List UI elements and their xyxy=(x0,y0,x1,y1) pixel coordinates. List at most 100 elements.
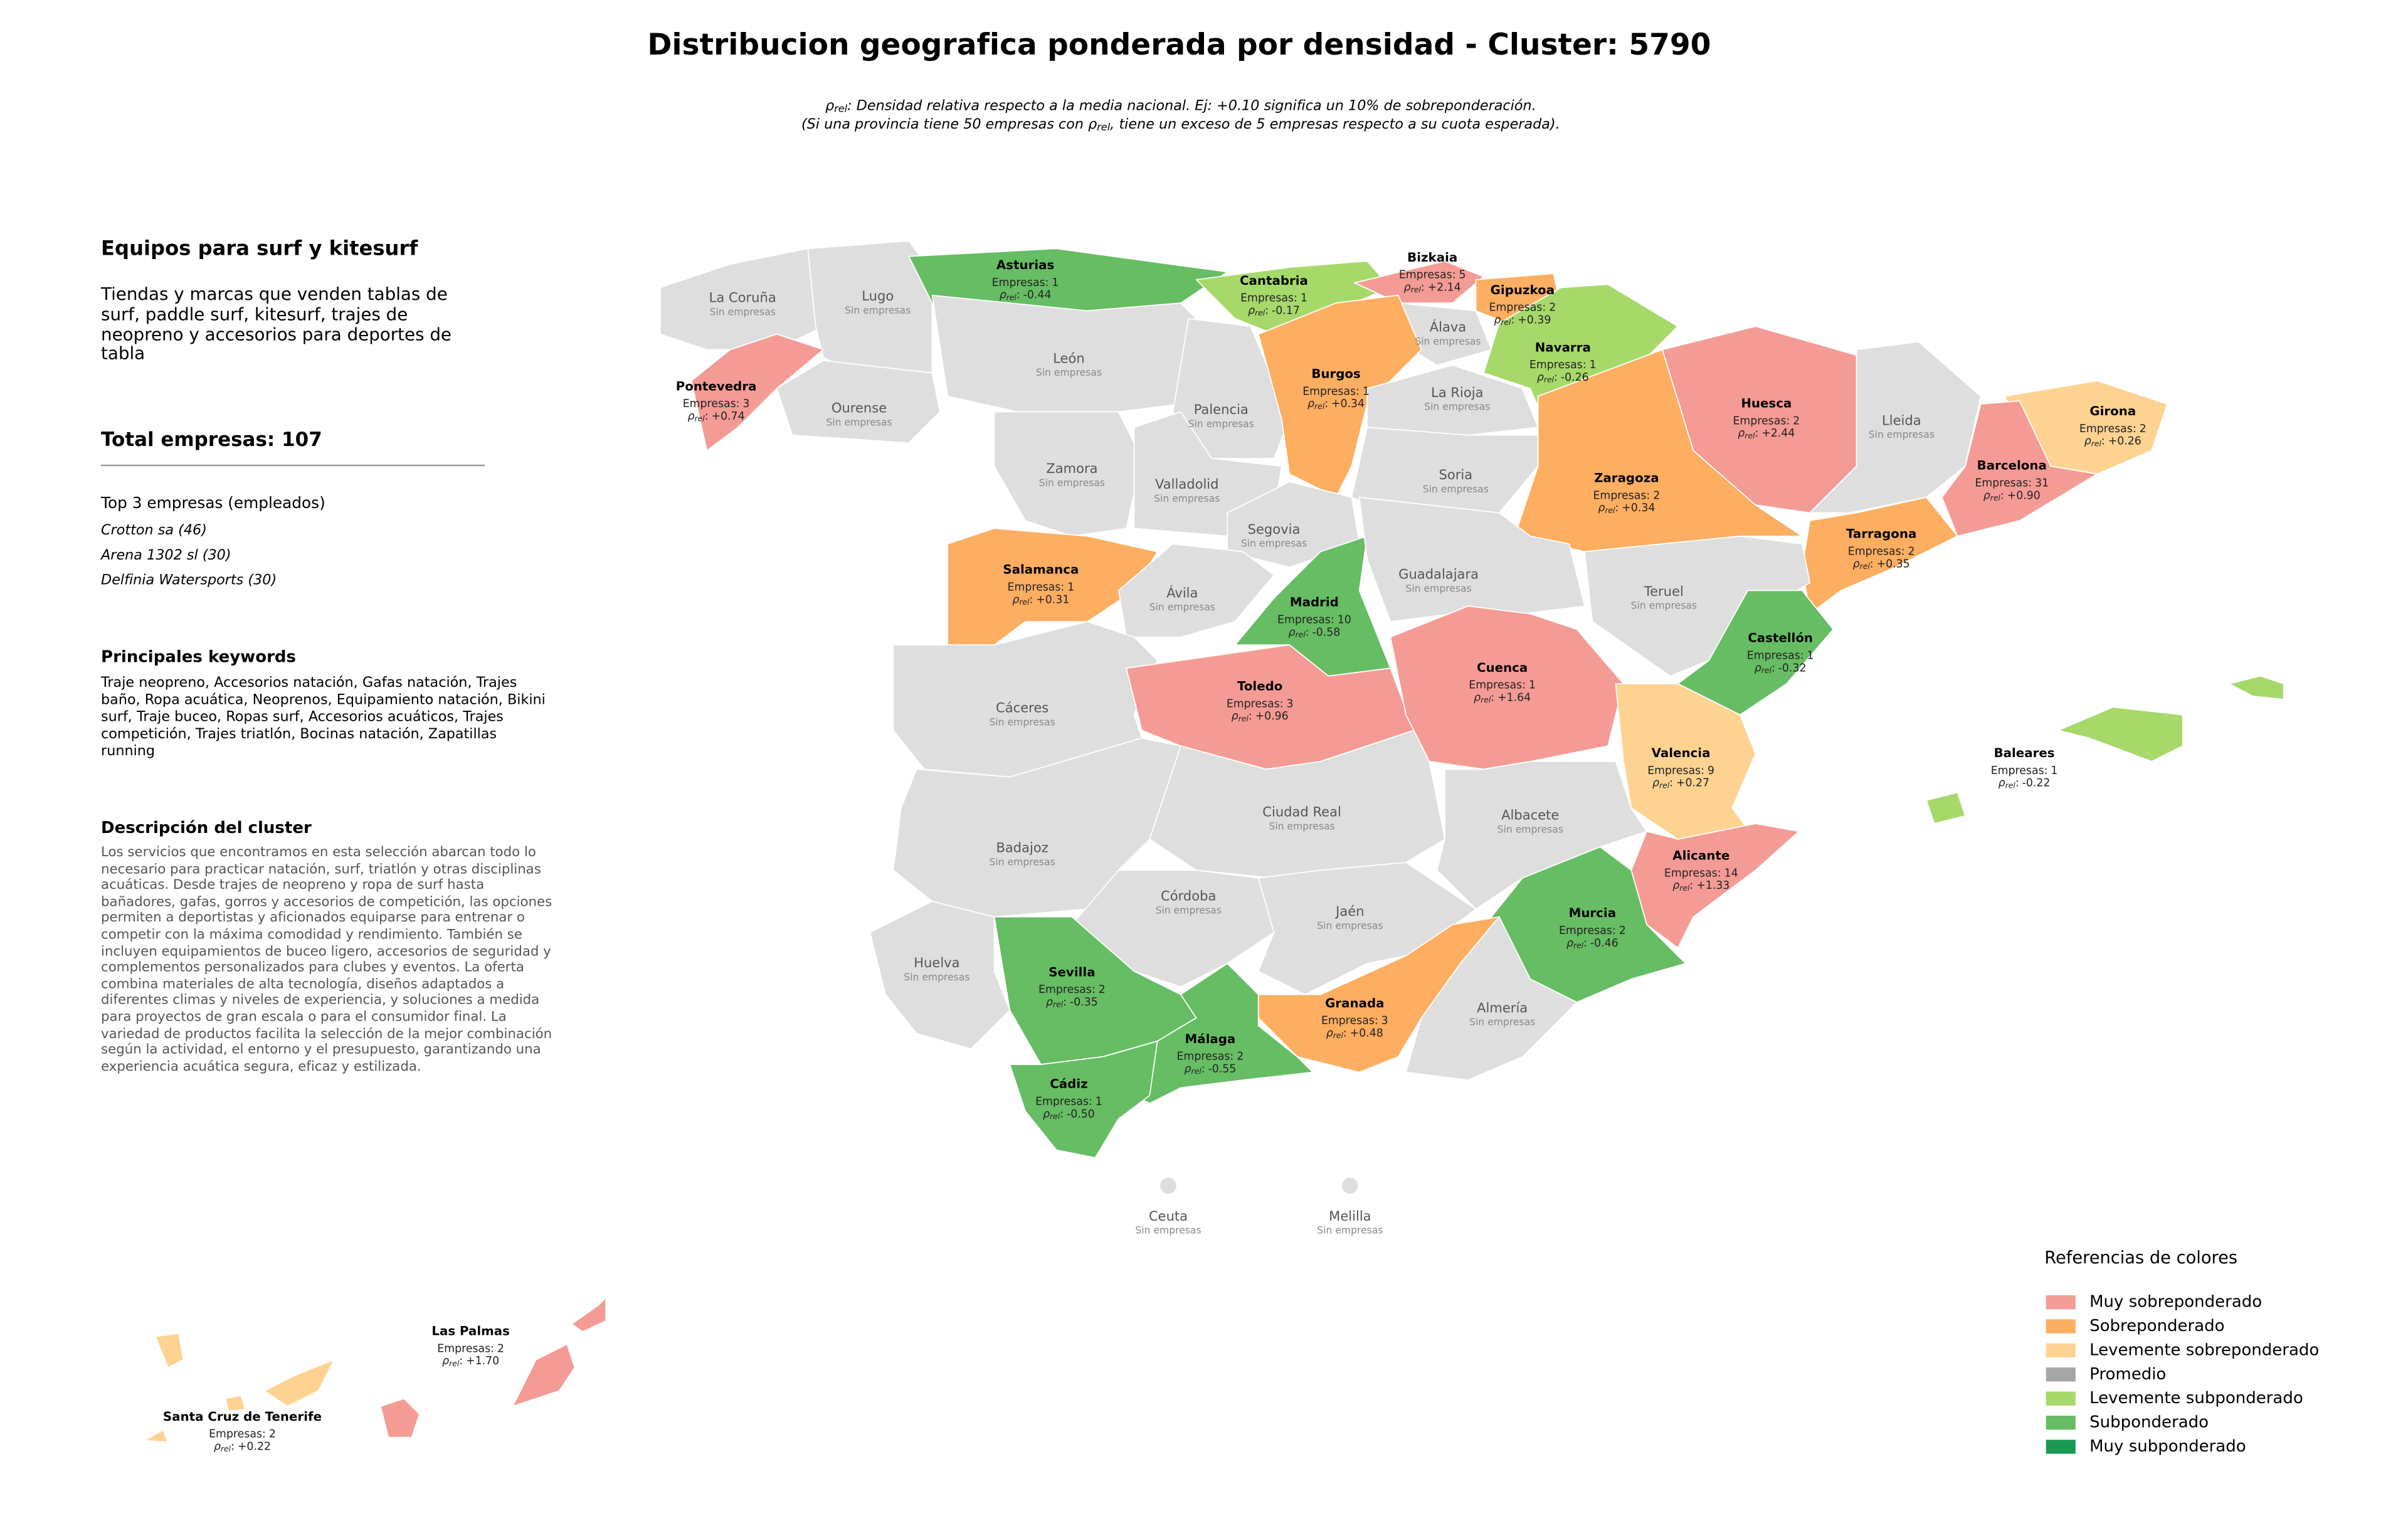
province-name: Sevilla xyxy=(1048,965,1095,979)
province-empty: Sin empresas xyxy=(990,717,1055,728)
panel-title: Equipos para surf y kitesurf xyxy=(101,238,418,262)
rho-sep: : xyxy=(1306,626,1309,639)
count-label: Empresas: xyxy=(1848,545,1905,558)
province-count: Empresas: 2 xyxy=(1593,489,1660,502)
province-name: Bizkaia xyxy=(1407,250,1457,265)
legend-label: Levemente sobreponderado xyxy=(2089,1340,2319,1359)
province-name: Guadalajara xyxy=(1398,566,1479,582)
province-name: Castellón xyxy=(1748,631,1813,645)
count-value: 1 xyxy=(1807,649,1814,662)
province-name: Ceuta xyxy=(1149,1208,1188,1224)
province-shape xyxy=(379,1398,420,1438)
province-name: Zamora xyxy=(1046,460,1097,476)
province-name: Málaga xyxy=(1185,1032,1236,1046)
province-name: Tarragona xyxy=(1846,527,1916,541)
province-rho: ρrel: -0.46 xyxy=(1566,937,1619,950)
province-empty: Sin empresas xyxy=(990,856,1055,867)
count-value: 2 xyxy=(2140,423,2147,435)
rho-value: -0.26 xyxy=(1561,371,1589,384)
count-value: 3 xyxy=(1381,1015,1388,1027)
subtitle-part: , tiene un exceso de 5 empresas respecto… xyxy=(1110,116,1560,132)
count-label: Empresas: xyxy=(1177,1051,1234,1063)
count-label: Empresas: xyxy=(1035,1095,1092,1108)
province-count: Empresas: 9 xyxy=(1647,765,1714,777)
province-name: Badajoz xyxy=(996,840,1048,856)
count-value: 1 xyxy=(1363,385,1370,398)
rho-sep: : xyxy=(1029,593,1033,606)
rho-symbol: ρ xyxy=(1652,777,1659,790)
rho-value: -0.55 xyxy=(1208,1063,1236,1075)
count-label: Empresas: xyxy=(1647,765,1704,777)
total-label: Total empresas: xyxy=(101,427,275,451)
rho-sep: : xyxy=(1491,691,1494,704)
province-count: Empresas: 1 xyxy=(1240,292,1307,305)
rho-sub: rel xyxy=(221,1445,231,1453)
province-rho: ρrel: +1.33 xyxy=(1672,879,1729,892)
province-rho: ρrel: +2.44 xyxy=(1738,427,1795,440)
count-value: 3 xyxy=(742,398,749,410)
province-name: Gipuzkoa xyxy=(1491,283,1555,297)
province-rho: ρrel: +2.14 xyxy=(1404,281,1461,294)
province-name: Salamanca xyxy=(1003,563,1079,577)
rule xyxy=(101,464,485,467)
rho-sep: : xyxy=(1201,1063,1205,1075)
count-label: Empresas: xyxy=(1559,925,1616,937)
rho-value: -0.44 xyxy=(1023,289,1052,302)
province-rho: ρrel: +0.96 xyxy=(1232,710,1289,723)
province-count: Empresas: 3 xyxy=(1227,698,1294,710)
province-name: Zaragoza xyxy=(1594,471,1659,485)
province-rho: ρrel: +0.22 xyxy=(214,1440,271,1453)
province-shape xyxy=(1172,317,1291,459)
province-shape xyxy=(660,248,825,351)
rho-sep: : xyxy=(1421,281,1425,294)
rho-symbol: ρ xyxy=(1289,626,1296,639)
province-name: Albacete xyxy=(1501,807,1559,823)
rho-sub: rel xyxy=(1296,630,1306,639)
legend-label: Subponderado xyxy=(2089,1413,2209,1432)
province-name: Pontevedra xyxy=(676,379,757,393)
rho-sep: : xyxy=(1017,289,1020,302)
province-rho: ρrel: +0.39 xyxy=(1494,314,1551,326)
province-count: Empresas: 3 xyxy=(1321,1015,1388,1027)
legend-label: Levemente subponderado xyxy=(2089,1389,2303,1408)
legend-swatch xyxy=(2046,1440,2076,1454)
rho-symbol: ρ xyxy=(214,1440,221,1453)
province-empty: Sin empresas xyxy=(1154,493,1220,504)
company: Crotton sa (46) xyxy=(101,523,207,539)
rho-symbol: ρ xyxy=(1853,558,1860,570)
province-empty: Sin empresas xyxy=(710,306,776,317)
province-rho: ρrel: -0.58 xyxy=(1289,626,1341,639)
rho-sub: rel xyxy=(1761,666,1772,675)
province-empty: Sin empresas xyxy=(1188,418,1254,430)
province-shape xyxy=(1257,294,1422,498)
province-name: Teruel xyxy=(1644,583,1684,599)
rho-symbol: ρ xyxy=(1672,879,1679,892)
province-shape xyxy=(1159,1176,1178,1195)
province-shape xyxy=(1117,543,1275,638)
count-value: 3 xyxy=(1287,698,1294,710)
province-name: Valladolid xyxy=(1155,476,1219,492)
rho-value: +0.90 xyxy=(2007,489,2041,502)
count-value: 2 xyxy=(1653,489,1660,502)
province-shape xyxy=(2056,706,2184,762)
province-rho: ρrel: +1.64 xyxy=(1474,691,1531,704)
province-count: Empresas: 1 xyxy=(1469,679,1536,692)
province-count: Empresas: 2 xyxy=(209,1428,276,1441)
province-rho: ρrel: +0.26 xyxy=(2084,435,2141,448)
rho-sep: : xyxy=(705,410,709,423)
province-shape xyxy=(1341,1176,1360,1195)
rho-sep: : xyxy=(2000,489,2004,502)
rho-sub: rel xyxy=(1238,714,1249,723)
rho-symbol: ρ xyxy=(1537,371,1544,384)
province-rho: ρrel: +0.74 xyxy=(688,410,745,423)
province-count: Empresas: 1 xyxy=(1747,649,1814,662)
rho-symbol: ρ xyxy=(1046,996,1053,1009)
province-count: Empresas: 2 xyxy=(1038,984,1106,996)
province-rho: ρrel: -0.44 xyxy=(1000,289,1052,302)
province-count: Empresas: 1 xyxy=(1991,765,2058,777)
province-shape xyxy=(690,333,825,452)
title: Distribucion geografica ponderada por de… xyxy=(647,28,1711,62)
province-shape xyxy=(571,1296,607,1333)
province-count: Empresas: 10 xyxy=(1277,613,1351,626)
province-count: Empresas: 2 xyxy=(1848,545,1915,558)
